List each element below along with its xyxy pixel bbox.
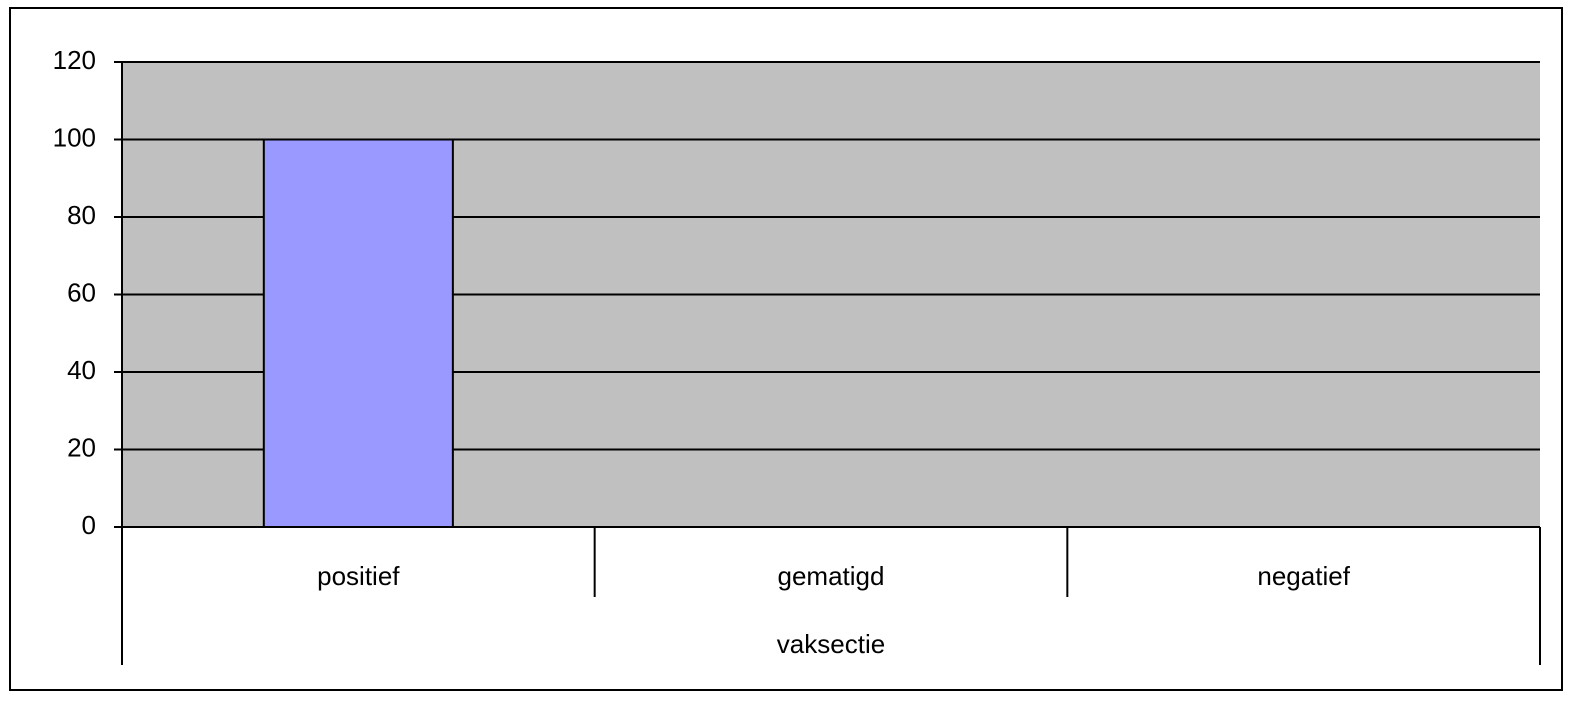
y-tick-label: 120 <box>53 45 96 75</box>
y-tick-label: 60 <box>67 277 96 307</box>
y-tick-label: 100 <box>53 122 96 152</box>
x-tick-label: positief <box>317 561 400 591</box>
x-tick-label: negatief <box>1257 561 1350 591</box>
y-tick-label: 0 <box>82 510 96 540</box>
x-tick-label: gematigd <box>778 561 885 591</box>
y-tick-label: 40 <box>67 355 96 385</box>
bar <box>262 138 454 528</box>
x-axis-label: vaksectie <box>777 629 885 659</box>
y-tick-label: 20 <box>67 432 96 462</box>
y-tick-label: 80 <box>67 200 96 230</box>
